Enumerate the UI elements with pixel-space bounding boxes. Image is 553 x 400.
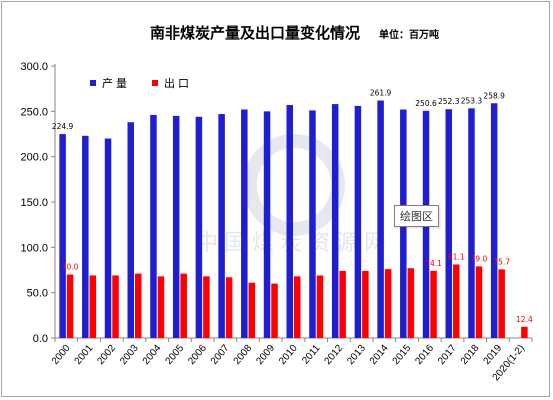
bar-production: [263, 111, 271, 338]
bar-export: [453, 264, 460, 338]
bar-export: [203, 276, 210, 338]
x-tick-label: 2007: [209, 343, 232, 367]
x-tick-label: 2011: [300, 343, 323, 367]
bar-production: [82, 135, 89, 338]
data-label-export: 70.0: [62, 263, 79, 272]
x-tick-label: 2012: [322, 343, 345, 367]
chart-title: 南非煤炭产量及出口量变化情况: [150, 24, 360, 42]
data-label-export: 79.0: [471, 254, 488, 263]
bar-export: [521, 326, 528, 338]
bar-production: [490, 103, 498, 338]
data-label-export: 81.1: [448, 252, 465, 261]
bar-export: [66, 274, 74, 338]
x-tick-label: 2014: [368, 343, 391, 367]
x-tick-label: 2009: [254, 343, 277, 367]
y-tick-label: 150.0: [20, 197, 48, 209]
x-tick-label: 2004: [141, 343, 164, 367]
legend-swatch-export: [152, 80, 158, 86]
x-tick-label: 2010: [277, 343, 300, 367]
axes: 0.0 50.0 100.0 150.0 200.0 250.0 300.0 2000 2001…: [20, 61, 533, 383]
bar-production: [286, 104, 293, 338]
bar-production: [59, 134, 66, 338]
x-tick-label: 2013: [345, 343, 368, 367]
bar-export: [248, 282, 256, 338]
bar-export: [180, 273, 187, 338]
data-label-export: 74.1: [425, 259, 442, 268]
x-tick-label: 2015: [391, 343, 414, 367]
bar-export: [135, 273, 142, 338]
y-tick-label: 200.0: [20, 152, 48, 164]
x-tick-label: 2003: [118, 343, 141, 367]
x-tick-label: 2018: [459, 343, 482, 367]
unit-label: 单位：百万吨: [379, 28, 439, 41]
bar-production: [468, 108, 475, 338]
y-tick-label: 250.0: [20, 106, 48, 118]
x-tick-label: 2001: [73, 343, 96, 367]
y-tick-label: 100.0: [20, 242, 48, 254]
watermark: 中国煤炭资源网: [196, 134, 392, 256]
legend-swatch-production: [90, 80, 96, 86]
watermark-logo: [243, 134, 345, 236]
x-tick-label: 2017: [436, 343, 459, 367]
bar-production: [445, 109, 452, 338]
legend-label-export: 出口: [164, 76, 192, 90]
bar-production: [127, 122, 134, 338]
bar-export: [89, 275, 97, 338]
bar-export: [225, 277, 233, 338]
x-tick-label: 2005: [163, 343, 186, 367]
bar-production: [172, 115, 180, 338]
bar-export: [112, 275, 119, 338]
bar-export: [384, 269, 392, 338]
bar-production: [104, 138, 112, 338]
bar-export: [316, 275, 324, 338]
watermark-text: 中国煤炭资源网: [196, 231, 392, 256]
x-tick-label: 2002: [95, 343, 118, 367]
legend: 产量 出口: [90, 76, 192, 90]
bar-export: [294, 276, 301, 338]
data-label-production: 253.3: [461, 96, 483, 105]
plot-area-tooltip: 绘图区: [394, 205, 439, 227]
bar-export: [475, 266, 483, 338]
y-tick-label: 50.0: [27, 288, 48, 300]
y-tick-label: 0.0: [33, 333, 48, 345]
bar-export: [157, 276, 165, 338]
data-label-production: 224.9: [52, 122, 74, 131]
bar-export: [498, 269, 505, 338]
bar-production: [354, 105, 362, 338]
bar-production: [241, 109, 248, 339]
bar-export: [362, 270, 369, 338]
y-tick-label: 300.0: [20, 61, 48, 73]
data-label-export: 75.7: [493, 257, 510, 266]
data-label-production: 252.3: [438, 97, 460, 106]
x-tick-label: 2008: [232, 343, 255, 367]
bar-production: [195, 116, 203, 338]
x-tick-label: 2000: [50, 343, 73, 367]
bar-export: [430, 270, 437, 338]
data-label-production: 261.9: [370, 89, 392, 98]
bar-export: [407, 268, 415, 338]
bar-production: [309, 110, 316, 338]
bar-export: [339, 270, 346, 338]
data-label-export: 12.4: [516, 315, 533, 324]
bar-production: [150, 114, 157, 339]
x-tick-label: 2016: [413, 343, 436, 367]
bar-production: [377, 100, 384, 338]
data-label-production: 258.9: [483, 91, 505, 100]
x-tick-label: 2006: [186, 343, 209, 367]
bar-production: [218, 114, 225, 338]
data-label-production: 250.6: [415, 99, 437, 108]
legend-label-production: 产量: [102, 76, 130, 90]
bar-export: [271, 283, 278, 338]
bar-production: [331, 104, 339, 338]
